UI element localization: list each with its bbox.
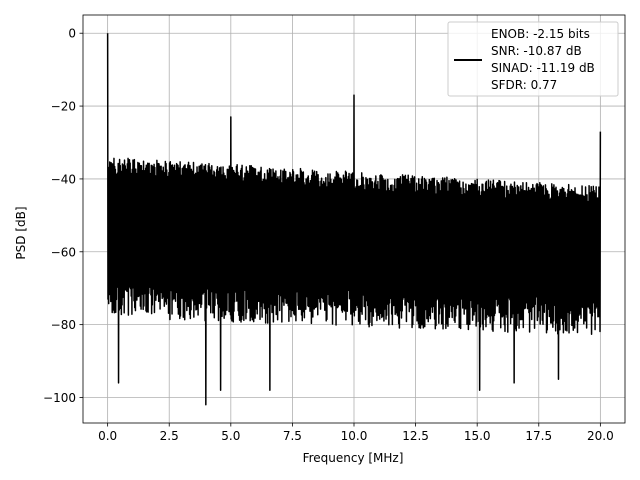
- y-tick-label: 0: [68, 27, 76, 41]
- legend-sfdr: SFDR: 0.77: [491, 78, 557, 92]
- x-tick-label: 5.0: [221, 429, 240, 443]
- psd-trace: [106, 33, 602, 406]
- psd-series-line: [106, 33, 602, 406]
- x-tick-label: 7.5: [283, 429, 302, 443]
- x-tick-label: 17.5: [525, 429, 552, 443]
- x-tick-label: 0.0: [98, 429, 117, 443]
- x-tick-label: 15.0: [464, 429, 491, 443]
- plot-frame: [82, 14, 626, 424]
- x-tick-label: 20.0: [587, 429, 614, 443]
- y-axis-title: PSD [dB]: [14, 206, 28, 259]
- x-tick-label: 12.5: [402, 429, 429, 443]
- legend-snr: SNR: -10.87 dB: [491, 44, 582, 58]
- legend-enob: ENOB: -2.15 bits: [491, 27, 590, 41]
- y-tick-label: −60: [51, 245, 76, 259]
- legend-sinad: SINAD: -11.19 dB: [491, 61, 595, 75]
- y-tick-label: −100: [43, 391, 76, 405]
- axis-ticks: 0.0 2.5 5.0 7.5 10.0 12.5 15.0 17.5 20.0 0 −20 −40 −…: [43, 27, 614, 443]
- y-tick-label: −80: [51, 318, 76, 332]
- x-tick-label: 10.0: [341, 429, 368, 443]
- y-tick-label: −40: [51, 172, 76, 186]
- legend-box: [447, 21, 619, 97]
- x-axis-title: Frequency [MHz]: [303, 451, 404, 465]
- x-tick-label: 2.5: [160, 429, 179, 443]
- legend: ENOB: -2.15 bits SNR: -10.87 dB SINAD: -…: [447, 21, 619, 97]
- y-tick-label: −20: [51, 100, 76, 114]
